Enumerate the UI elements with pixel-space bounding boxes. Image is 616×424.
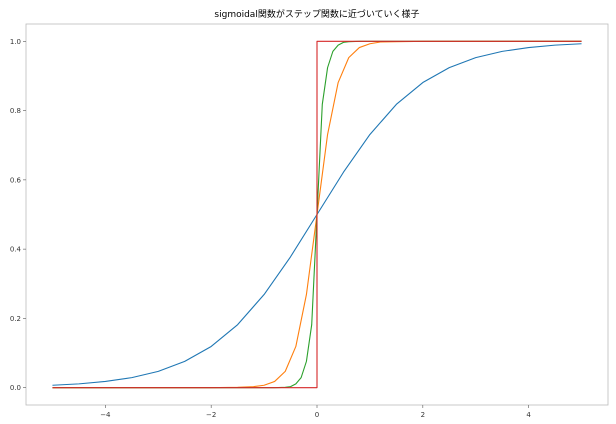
y-axis: 0.0 0.2 0.4 0.6 0.8 1.0 xyxy=(10,38,26,392)
y-tick-label: 0.0 xyxy=(10,384,21,392)
chart-title: sigmoidal関数がステップ関数に近づいていく様子 xyxy=(214,8,419,20)
y-tick-label: 1.0 xyxy=(10,38,21,46)
series-4-line xyxy=(52,40,582,389)
x-tick-label: −4 xyxy=(100,411,111,419)
y-tick-label: 0.6 xyxy=(10,176,22,184)
x-axis: −4 −2 0 2 4 xyxy=(100,405,531,419)
x-tick-label: 0 xyxy=(315,411,319,419)
y-tick-label: 0.8 xyxy=(10,107,21,115)
series-lines xyxy=(52,40,582,389)
y-tick-label: 0.2 xyxy=(10,315,21,323)
x-tick-label: 2 xyxy=(421,411,425,419)
x-tick-label: 4 xyxy=(526,411,531,419)
y-tick-label: 0.4 xyxy=(10,246,22,254)
x-tick-label: −2 xyxy=(206,411,216,419)
